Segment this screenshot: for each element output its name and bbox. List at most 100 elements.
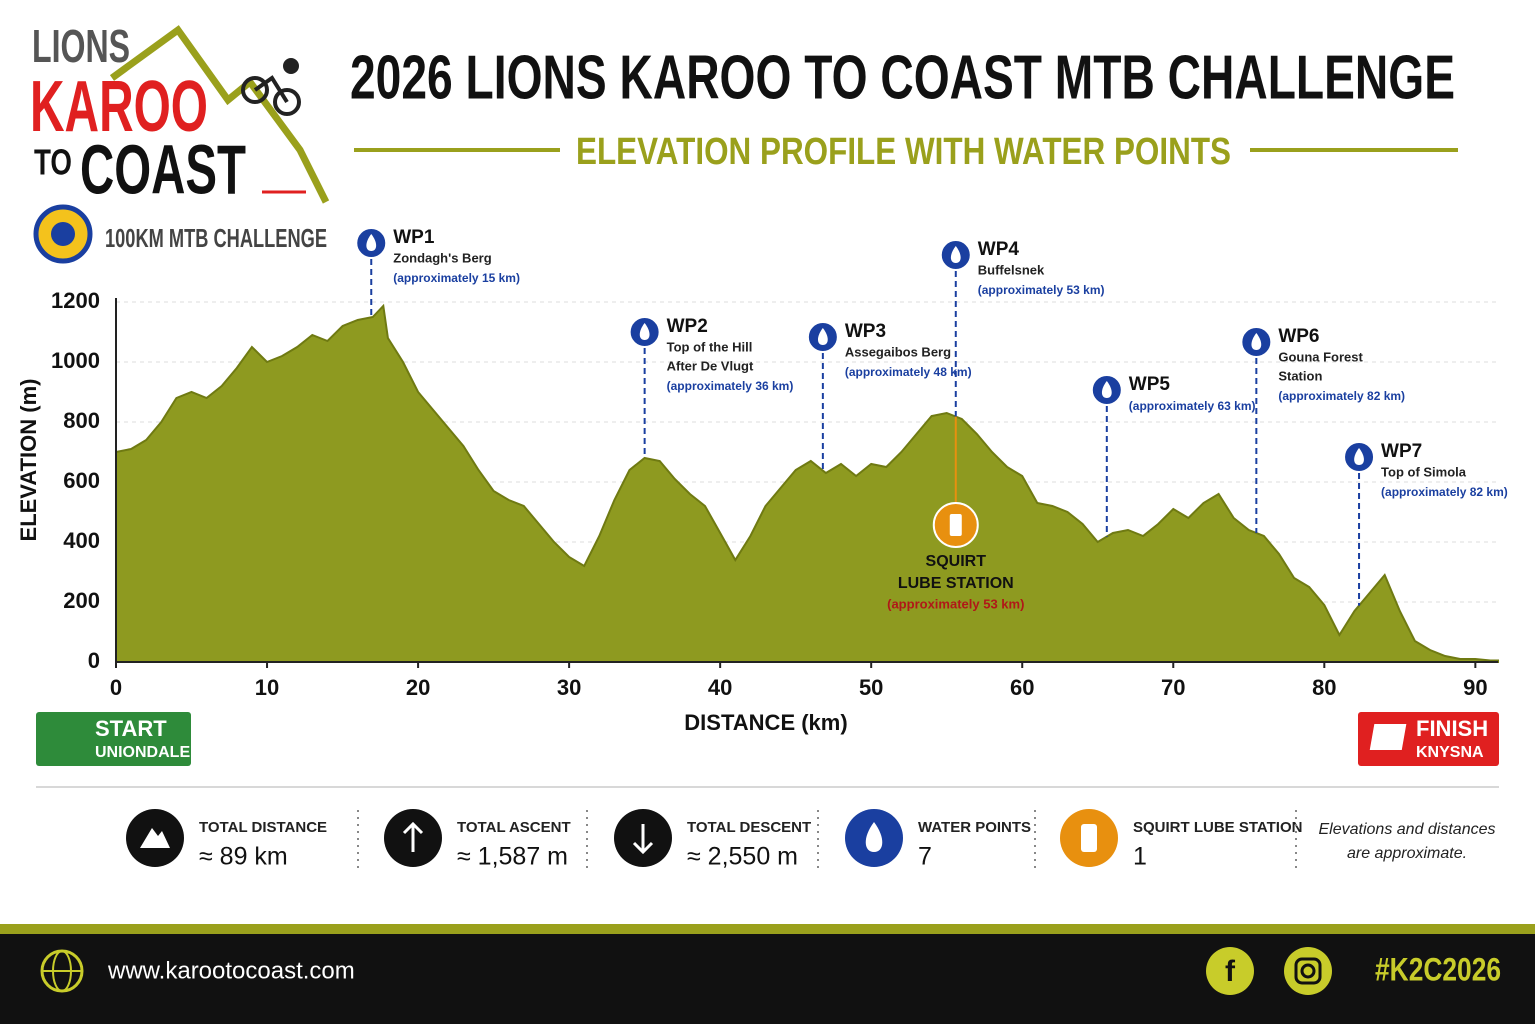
water-point-name: Zondagh's Berg <box>393 250 491 265</box>
x-tick-label: 80 <box>1312 675 1336 700</box>
head <box>283 58 299 74</box>
elevation-area <box>115 303 1499 663</box>
water-point-label: WP6 <box>1278 326 1319 347</box>
water-point-name: Gouna Forest <box>1278 349 1363 364</box>
stat-label: TOTAL ASCENT <box>457 819 571 836</box>
logo-text: TO <box>34 142 72 183</box>
y-tick-label: 1000 <box>51 348 100 373</box>
water-point-note: (approximately 82 km) <box>1278 389 1405 403</box>
y-tick-label: 600 <box>63 468 100 493</box>
footer-url[interactable]: www.karootocoast.com <box>107 957 355 984</box>
x-tick-label: 40 <box>708 675 732 700</box>
title: 2026 LIONS KAROO TO COAST MTB CHALLENGE <box>350 43 1455 112</box>
water-point-name: Assegaibos Berg <box>845 344 951 359</box>
water-point-name: Top of Simola <box>1381 464 1467 479</box>
y-tick-label: 800 <box>63 408 100 433</box>
x-tick-label: 30 <box>557 675 581 700</box>
y-tick-label: 200 <box>63 588 100 613</box>
y-tick-label: 400 <box>63 528 100 553</box>
water-point-label: WP3 <box>845 321 886 342</box>
drop-glyph <box>865 822 883 852</box>
water-point-note: (approximately 15 km) <box>393 271 520 285</box>
footer-band <box>0 924 1535 934</box>
start-label: START <box>95 716 167 741</box>
stat-label: WATER POINTS <box>918 819 1031 836</box>
facebook-icon[interactable] <box>1206 947 1254 995</box>
water-point-label: WP5 <box>1129 374 1171 395</box>
water-point-note: (approximately 36 km) <box>667 379 794 393</box>
x-tick-label: 70 <box>1161 675 1185 700</box>
lube-label: LUBE STATION <box>898 575 1014 592</box>
water-point-note: (approximately 82 km) <box>1381 485 1508 499</box>
drop-icon <box>817 328 828 345</box>
frame <box>253 75 289 104</box>
x-tick-label: 0 <box>110 675 122 700</box>
water-point-label: WP2 <box>667 316 708 337</box>
stats-note: Elevations and distances <box>1319 821 1496 838</box>
flag-icon <box>1369 724 1407 750</box>
water-point-label: WP4 <box>978 239 1020 260</box>
finish-place: KNYSNA <box>1416 744 1484 761</box>
subtitle: ELEVATION PROFILE WITH WATER POINTS <box>576 131 1231 173</box>
stat-value: 1 <box>1133 843 1147 871</box>
stat-label: TOTAL DISTANCE <box>199 819 327 836</box>
bottle-icon <box>949 514 962 536</box>
logo-text: COAST <box>80 130 246 208</box>
water-point-name: After De Vlugt <box>667 358 754 373</box>
drop-icon <box>366 234 377 251</box>
wheel <box>241 76 269 104</box>
tagline: 100KM MTB CHALLENGE <box>105 223 327 253</box>
x-tick-label: 90 <box>1463 675 1487 700</box>
x-tick-label: 10 <box>255 675 279 700</box>
drop-icon <box>1101 381 1112 398</box>
drop-icon <box>1251 333 1262 350</box>
y-axis-label: ELEVATION (m) <box>16 379 41 542</box>
water-point-name: Top of the Hill <box>667 339 753 354</box>
x-tick-label: 50 <box>859 675 883 700</box>
water-point-note: (approximately 53 km) <box>978 283 1105 297</box>
water-point-label: WP7 <box>1381 441 1422 462</box>
logo-text: KAROO <box>30 67 208 147</box>
water-point-note: (approximately 63 km) <box>1129 399 1256 413</box>
x-axis-label: DISTANCE (km) <box>684 710 847 735</box>
stat-value: ≈ 1,587 m <box>457 843 568 871</box>
water-point-note: (approximately 48 km) <box>845 365 972 379</box>
logo-cyclist <box>241 58 301 116</box>
lions-emblem-core <box>51 222 75 246</box>
facebook-glyph: f <box>1225 955 1236 988</box>
y-tick-label: 1200 <box>51 288 100 313</box>
wheel <box>273 88 301 116</box>
bottle-glyph <box>1081 824 1097 852</box>
lube-label: SQUIRT <box>926 553 987 570</box>
drop-icon <box>639 323 650 340</box>
stat-label: SQUIRT LUBE STATION <box>1133 819 1302 836</box>
instagram-glyph <box>1300 963 1316 979</box>
arrow-glyph <box>632 824 654 855</box>
y-tick-label: 0 <box>88 648 100 673</box>
water-point-name: Buffelsnek <box>978 262 1045 277</box>
water-point-label: WP1 <box>393 227 435 248</box>
drop-icon <box>950 246 961 263</box>
logo-text: LIONS <box>32 20 130 72</box>
stat-value: ≈ 2,550 m <box>687 843 798 871</box>
water-point-name: Station <box>1278 368 1322 383</box>
x-tick-label: 60 <box>1010 675 1034 700</box>
hashtag: #K2C2026 <box>1375 951 1501 987</box>
instagram-glyph <box>1294 957 1322 985</box>
start-badge <box>36 712 191 766</box>
x-tick-label: 20 <box>406 675 430 700</box>
start-place: UNIONDALE <box>95 744 190 761</box>
stat-value: ≈ 89 km <box>199 843 288 871</box>
instagram-icon[interactable] <box>1284 947 1332 995</box>
logo-mountain <box>109 25 330 204</box>
drop-icon <box>1354 448 1364 465</box>
footer <box>0 934 1535 1024</box>
stats-note: are approximate. <box>1347 845 1467 862</box>
finish-label: FINISH <box>1416 716 1488 741</box>
arrow-glyph <box>402 821 424 852</box>
mountain-glyph <box>140 828 170 848</box>
lube-note: (approximately 53 km) <box>887 596 1024 611</box>
stat-value: 7 <box>918 843 932 871</box>
